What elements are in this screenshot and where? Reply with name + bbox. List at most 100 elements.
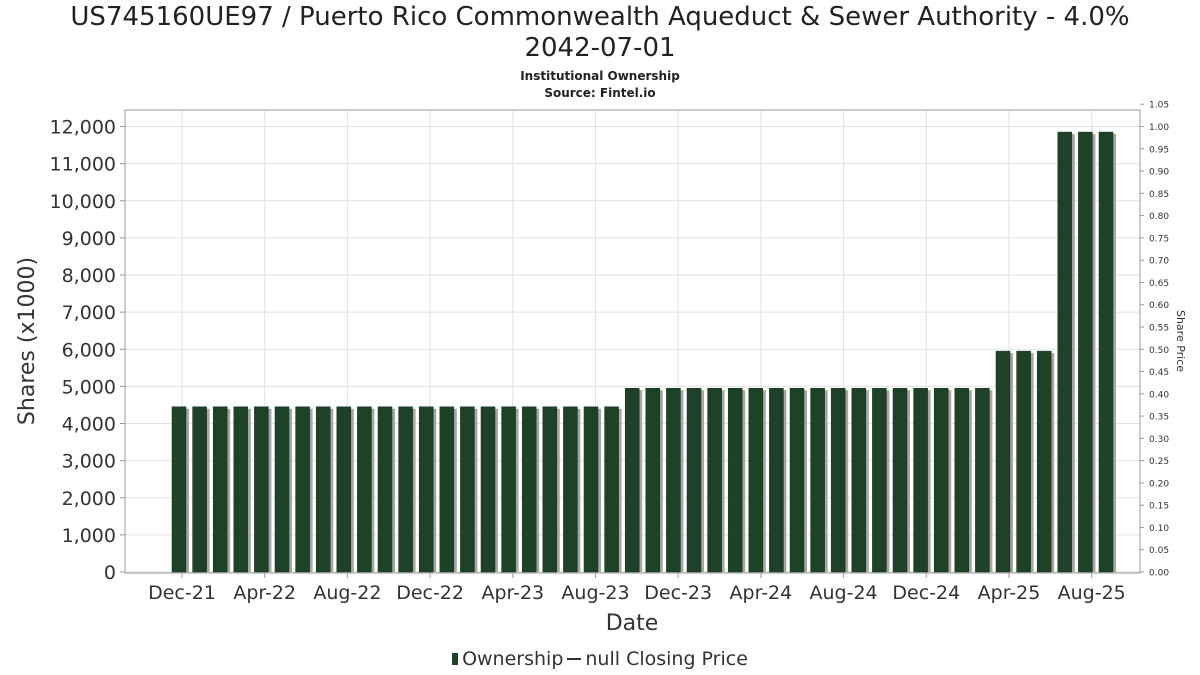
bar (295, 406, 310, 573)
y2-tick-label: 0.55 (1149, 323, 1169, 333)
y-axis-right: 0.00 0.05 0.10 0.15 0.20 0.25 0.30 0.35 0.40 0.45… (1140, 101, 1169, 579)
bar (480, 406, 496, 573)
y2-tick-label: 0.35 (1149, 413, 1169, 423)
y2-tick-label: 0.75 (1149, 234, 1169, 244)
bar (933, 387, 949, 573)
y2-tick-label: 0.05 (1149, 546, 1169, 556)
plot-area (124, 109, 1141, 574)
bar-series-ownership (171, 131, 1116, 573)
y-tick-label: 7,000 (62, 302, 116, 324)
bar (624, 387, 640, 573)
bar (274, 406, 290, 573)
bar (892, 387, 908, 573)
bar (460, 406, 475, 573)
y-tick-label: 0 (104, 562, 116, 584)
chart-source: Source: Fintel.io (544, 86, 656, 100)
bar (830, 387, 846, 573)
bar (1036, 350, 1052, 573)
x-tick-label: Apr-23 (481, 582, 544, 604)
y-tick-label: 5,000 (62, 376, 116, 398)
x-tick-label: Aug-23 (561, 582, 629, 604)
y2-tick-label: 0.25 (1149, 457, 1169, 467)
x-axis: Dec-21 Apr-22 Aug-22 Dec-22 Apr-23 Aug-23 Dec-… (148, 573, 1126, 604)
x-tick-label: Aug-25 (1058, 582, 1126, 604)
x-tick-label: Aug-24 (810, 582, 878, 604)
x-tick-label: Dec-24 (892, 582, 960, 604)
y2-tick-label: 0.20 (1149, 479, 1169, 489)
bar (1057, 131, 1073, 573)
ownership-chart: 0 1,000 2,000 3,000 4,000 5,000 6,000 7,000 8,00… (15, 101, 1187, 636)
x-tick-label: Apr-22 (233, 582, 296, 604)
chart-legend: Ownership null Closing Price (0, 647, 1200, 670)
x-tick-label: Dec-21 (148, 582, 216, 604)
y2-tick-label: 0.50 (1149, 346, 1169, 356)
bar (563, 406, 578, 573)
x-tick-label: Apr-25 (978, 582, 1041, 604)
y2-tick-label: 0.10 (1149, 524, 1169, 534)
bar (604, 406, 619, 573)
y-tick-label: 3,000 (62, 451, 116, 473)
bar (212, 406, 228, 573)
y-tick-label: 10,000 (50, 191, 116, 213)
bar (171, 406, 187, 573)
x-axis-label: Date (606, 611, 659, 636)
bar (1078, 131, 1093, 573)
bar (254, 406, 269, 573)
bar (851, 387, 867, 573)
chart-title-line1: US745160UE97 / Puerto Rico Commonwealth … (70, 2, 1130, 32)
y2-tick-label: 0.45 (1149, 368, 1169, 378)
bar (954, 387, 970, 573)
bar (439, 406, 455, 573)
y-tick-label: 6,000 (62, 339, 116, 361)
bar (583, 406, 599, 573)
bar (521, 406, 537, 573)
y2-tick-label: 0.40 (1149, 390, 1169, 400)
y2-tick-label: 0.65 (1149, 279, 1169, 289)
y-tick-label: 9,000 (62, 228, 116, 250)
bar (418, 406, 434, 573)
y2-tick-label: 0.95 (1149, 145, 1169, 155)
chart-title: US745160UE97 / Puerto Rico Commonwealth … (0, 2, 1200, 64)
bar (645, 387, 661, 573)
y2-tick-label: 0.15 (1149, 502, 1169, 512)
legend-price-line (567, 657, 582, 660)
y-tick-label: 1,000 (62, 525, 116, 547)
bar (398, 406, 413, 573)
y2-tick-label: 0.00 (1149, 569, 1169, 579)
y2-axis-label: Share Price (1174, 310, 1187, 372)
bar (1016, 350, 1031, 573)
bar (810, 387, 825, 573)
x-tick-label: Dec-23 (644, 582, 712, 604)
y2-tick-label: 0.60 (1149, 301, 1169, 311)
y2-tick-label: 0.90 (1149, 168, 1169, 178)
bar (1098, 131, 1114, 573)
bar (377, 406, 393, 573)
bar (542, 406, 558, 573)
bar (666, 387, 681, 573)
bar (789, 387, 805, 573)
bar (233, 406, 249, 573)
y2-tick-label: 1.05 (1149, 101, 1169, 111)
bar (748, 387, 764, 573)
bar (336, 406, 352, 573)
bar (192, 406, 207, 573)
chart-title-line2: 2042-07-01 (524, 33, 676, 63)
x-tick-label: Aug-22 (313, 582, 381, 604)
y-axis-left: 0 1,000 2,000 3,000 4,000 5,000 6,000 7,000 8,00… (50, 117, 125, 584)
bar (501, 406, 516, 573)
y-tick-label: 12,000 (50, 117, 116, 139)
bar (872, 387, 887, 573)
y-tick-label: 4,000 (62, 414, 116, 436)
bar (913, 387, 928, 573)
y-tick-label: 8,000 (62, 265, 116, 287)
y-tick-label: 11,000 (50, 154, 116, 176)
legend-price-label: null Closing Price (585, 647, 748, 670)
y2-tick-label: 0.30 (1149, 435, 1169, 445)
bar (995, 350, 1011, 573)
legend-ownership-label: Ownership (462, 647, 564, 670)
y-axis-label: Shares (x1000) (15, 257, 40, 425)
bar (727, 387, 743, 573)
y2-tick-label: 0.70 (1149, 257, 1169, 267)
bar (769, 387, 784, 573)
bar (357, 406, 372, 573)
